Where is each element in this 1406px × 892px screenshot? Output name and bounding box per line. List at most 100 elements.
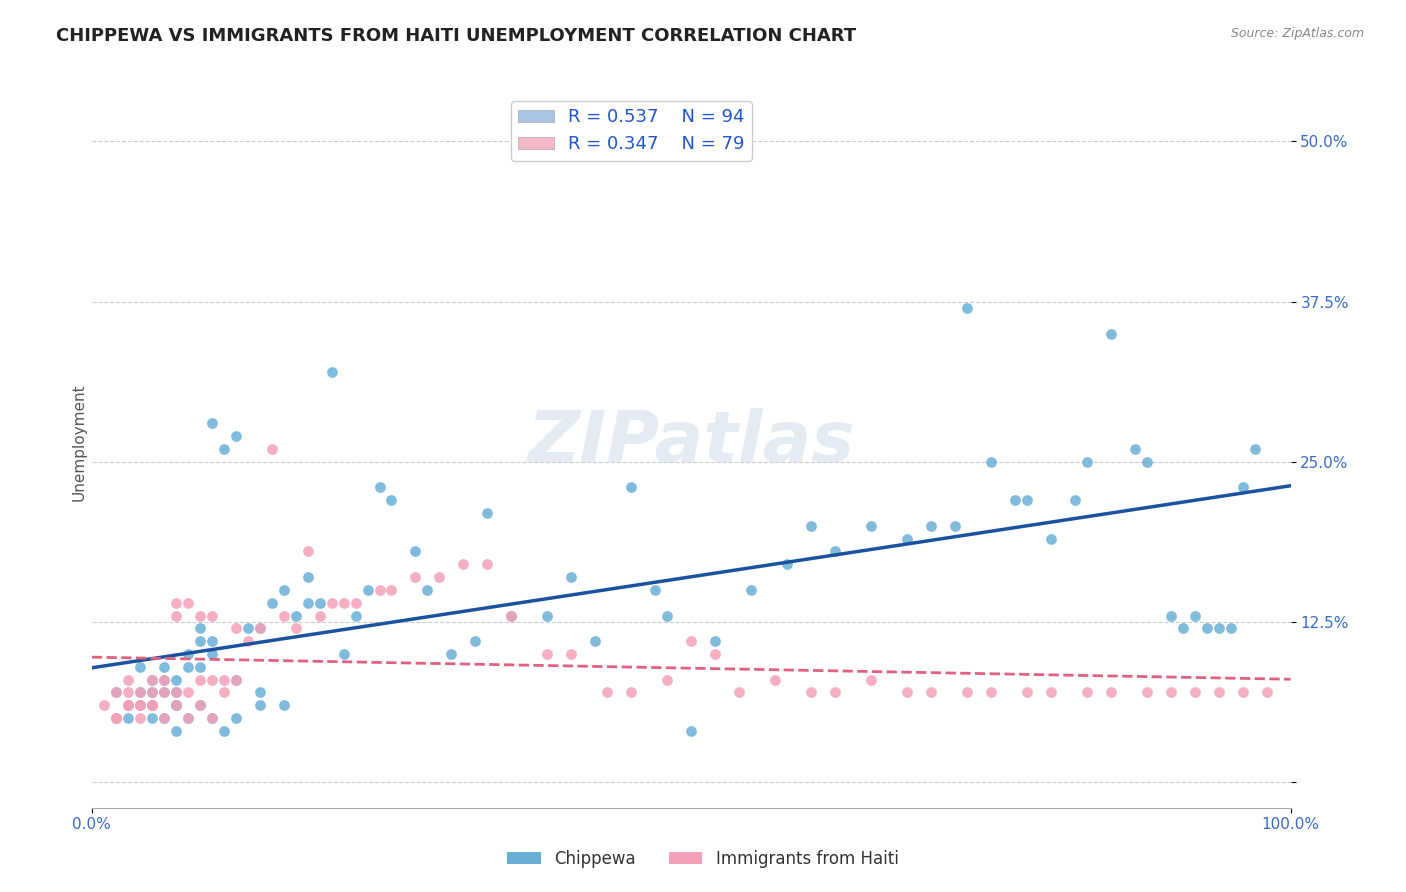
Point (704, 634, 727, 648)
Point (501, 608, 523, 623)
Point (896, 532, 918, 546)
Text: ZIPatlas: ZIPatlas (527, 408, 855, 477)
Point (1136, 455, 1159, 469)
Point (188, 621, 211, 635)
Point (308, 608, 330, 623)
Point (225, 711, 247, 725)
Point (104, 711, 127, 725)
Point (297, 596, 319, 610)
Point (1232, 480, 1254, 494)
Point (1256, 685, 1278, 699)
Point (980, 455, 1002, 469)
Point (249, 698, 271, 713)
Point (201, 711, 224, 725)
Point (1208, 621, 1230, 635)
Point (416, 582, 439, 597)
Point (104, 685, 127, 699)
Point (943, 518, 966, 533)
Point (141, 698, 163, 713)
Point (344, 596, 367, 610)
Point (704, 647, 727, 661)
Point (176, 596, 198, 610)
Point (141, 698, 163, 713)
Point (117, 698, 139, 713)
Point (117, 673, 139, 687)
Point (824, 544, 846, 558)
Legend: Chippewa, Immigrants from Haiti: Chippewa, Immigrants from Haiti (501, 844, 905, 875)
Point (859, 673, 883, 687)
Point (380, 582, 402, 597)
Point (201, 673, 224, 687)
Point (212, 442, 235, 456)
Point (1136, 685, 1159, 699)
Point (740, 582, 762, 597)
Point (141, 673, 163, 687)
Point (980, 685, 1002, 699)
Point (260, 596, 283, 610)
Point (152, 685, 174, 699)
Point (117, 685, 139, 699)
Point (225, 673, 247, 687)
Point (249, 621, 271, 635)
Point (1160, 608, 1182, 623)
Point (728, 685, 751, 699)
Point (464, 634, 486, 648)
Point (284, 621, 307, 635)
Text: Source: ZipAtlas.com: Source: ZipAtlas.com (1230, 27, 1364, 40)
Point (141, 685, 163, 699)
Point (104, 711, 127, 725)
Point (141, 711, 163, 725)
Point (321, 596, 343, 610)
Point (368, 582, 391, 597)
Point (344, 608, 367, 623)
Point (1076, 685, 1098, 699)
Point (212, 685, 235, 699)
Point (152, 659, 174, 673)
Point (225, 673, 247, 687)
Point (273, 608, 295, 623)
Point (956, 685, 979, 699)
Point (560, 570, 582, 584)
Point (165, 685, 187, 699)
Point (152, 711, 174, 725)
Point (141, 673, 163, 687)
Point (188, 608, 211, 623)
Point (404, 544, 426, 558)
Point (440, 647, 463, 661)
Point (201, 634, 224, 648)
Point (212, 723, 235, 738)
Point (763, 673, 786, 687)
Point (477, 506, 499, 520)
Point (128, 685, 150, 699)
Point (776, 558, 799, 572)
Point (920, 685, 942, 699)
Point (249, 685, 271, 699)
Point (201, 711, 224, 725)
Point (1004, 493, 1026, 508)
Point (128, 711, 150, 725)
Point (165, 596, 187, 610)
Point (1195, 621, 1218, 635)
Point (176, 659, 198, 673)
Point (141, 698, 163, 713)
Point (1184, 608, 1206, 623)
Point (128, 698, 150, 713)
Point (165, 608, 187, 623)
Text: CHIPPEWA VS IMMIGRANTS FROM HAITI UNEMPLOYMENT CORRELATION CHART: CHIPPEWA VS IMMIGRANTS FROM HAITI UNEMPL… (56, 27, 856, 45)
Point (201, 647, 224, 661)
Point (620, 480, 643, 494)
Point (800, 685, 823, 699)
Point (104, 711, 127, 725)
Point (681, 634, 703, 648)
Point (176, 685, 198, 699)
Point (920, 518, 942, 533)
Point (225, 429, 247, 443)
Point (104, 685, 127, 699)
Point (824, 685, 846, 699)
Point (404, 570, 426, 584)
Point (1160, 685, 1182, 699)
Point (1184, 685, 1206, 699)
Point (128, 659, 150, 673)
Point (1232, 685, 1254, 699)
Point (188, 698, 211, 713)
